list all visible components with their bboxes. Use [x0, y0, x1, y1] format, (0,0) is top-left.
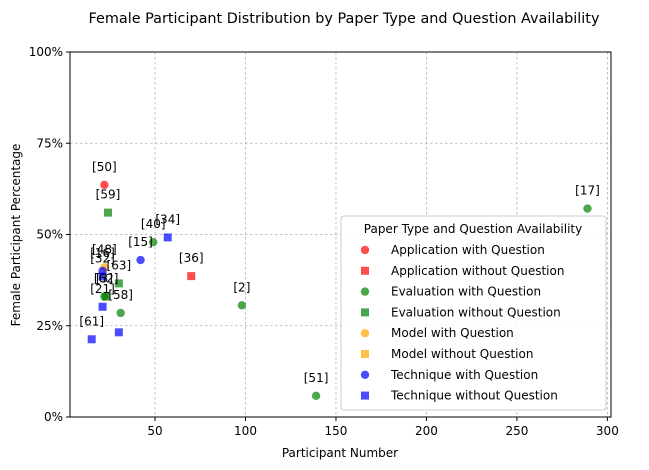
legend-label: Technique without Question: [390, 389, 558, 403]
point-label: [16]: [90, 246, 115, 260]
plot-frame: [69, 51, 612, 418]
x-tick-label: 100: [234, 424, 257, 438]
legend-marker: [360, 287, 370, 296]
legend-label: Model without Question: [391, 347, 533, 361]
data-point: [98, 302, 107, 311]
legend-items: Application with Question Application wit…: [360, 243, 564, 403]
data-point: [114, 328, 123, 337]
x-tick-label: 200: [415, 424, 438, 438]
legend-label: Evaluation with Question: [391, 285, 541, 299]
point-label: [50]: [92, 160, 117, 174]
legend-title: Paper Type and Question Availability: [364, 222, 582, 236]
point-label: [61]: [79, 314, 104, 328]
point-label: [21]: [90, 282, 115, 296]
point-label: [32]: [90, 251, 115, 265]
point-label: [17]: [575, 184, 600, 198]
data-point: [163, 233, 172, 242]
point-label: [51]: [304, 371, 329, 385]
chart-title: Female Participant Distribution by Paper…: [89, 11, 600, 27]
legend-label: Application with Question: [391, 243, 545, 257]
point-annotations: [50][36][17][2][51][40][58][3][59][63][6…: [79, 160, 599, 385]
data-point: [116, 308, 125, 318]
data-point: [237, 301, 247, 310]
data-point: [98, 272, 107, 281]
data-point: [136, 255, 145, 265]
data-point: [87, 335, 96, 344]
legend-label: Model with Question: [391, 326, 514, 340]
data-point: [149, 237, 158, 247]
y-axis-label: Female Participant Percentage: [9, 144, 23, 327]
x-tick-label: 50: [147, 424, 162, 438]
axis-ticks: 50 100 150 200 250 300 0% 25% 50% 75% 100%: [29, 45, 619, 438]
y-tick-label: 25%: [36, 319, 63, 333]
legend-marker: [360, 245, 370, 255]
point-label: [62]: [94, 272, 119, 286]
point-label: [36]: [179, 251, 204, 265]
x-axis-label: Participant Number: [282, 446, 398, 460]
y-tick-label: 50%: [36, 228, 63, 242]
legend-marker: [361, 350, 369, 358]
legend: Paper Type and Question Availability App…: [340, 215, 607, 411]
data-point: [311, 391, 321, 401]
data-point: [187, 272, 196, 281]
legend-marker: [360, 370, 370, 379]
x-tick-label: 250: [505, 424, 528, 438]
x-tick-label: 150: [325, 424, 348, 438]
legend-label: Application without Question: [391, 264, 564, 278]
data-point: [114, 279, 123, 288]
y-tick-label: 75%: [36, 136, 63, 150]
point-label: [2]: [233, 280, 250, 294]
data-point: [100, 180, 109, 190]
data-points: [87, 180, 592, 401]
legend-marker: [361, 266, 369, 275]
x-tick-label: 300: [596, 424, 619, 438]
point-label: [3]: [96, 272, 113, 286]
y-tick-label: 100%: [29, 45, 63, 59]
legend-marker: [361, 391, 369, 400]
point-label: [58]: [108, 288, 133, 302]
point-label: [15]: [128, 235, 153, 249]
point-label: [59]: [96, 188, 121, 202]
y-tick-label: 0%: [44, 410, 63, 424]
point-label: [40]: [141, 217, 166, 231]
legend-label: Evaluation without Question: [391, 305, 561, 319]
legend-marker: [360, 329, 370, 338]
point-label: [48]: [92, 242, 117, 256]
data-point: [103, 208, 112, 217]
point-label: [34]: [155, 212, 180, 226]
data-point: [583, 204, 592, 213]
legend-label: Technique with Question: [390, 368, 538, 382]
point-label: [63]: [107, 258, 132, 272]
data-point: [102, 292, 111, 301]
legend-marker: [361, 308, 369, 317]
legend-box: [340, 215, 607, 411]
